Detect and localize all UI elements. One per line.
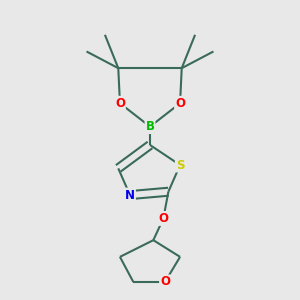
Text: O: O — [175, 97, 185, 110]
Text: S: S — [176, 158, 184, 172]
Text: O: O — [115, 97, 125, 110]
Text: N: N — [125, 189, 135, 202]
Text: B: B — [146, 120, 154, 133]
Text: O: O — [160, 275, 170, 288]
Text: O: O — [158, 212, 168, 225]
